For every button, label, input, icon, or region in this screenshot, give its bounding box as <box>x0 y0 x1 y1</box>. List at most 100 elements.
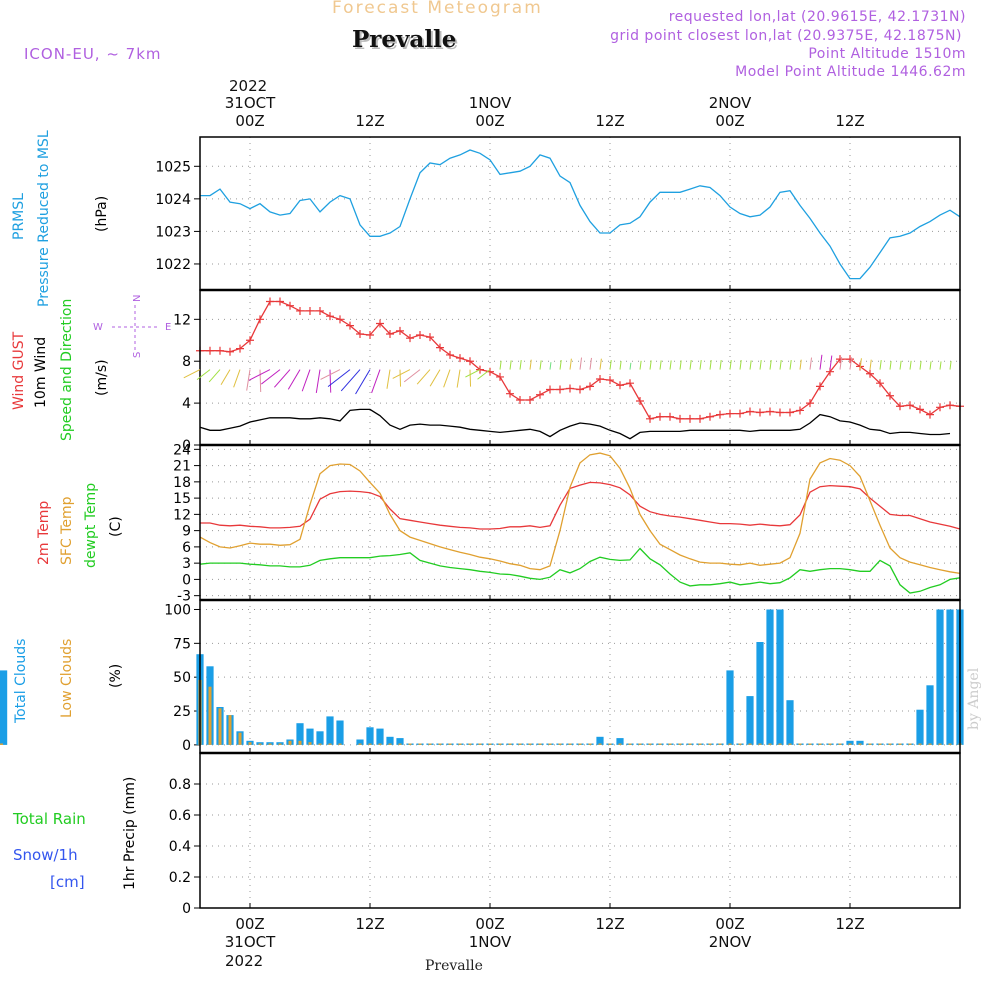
gust-point <box>536 390 544 399</box>
low-cloud-bar <box>248 742 252 745</box>
total-cloud-bar <box>336 720 344 745</box>
chart-title: Prevalle <box>352 26 457 53</box>
gust-point <box>816 382 824 391</box>
wind-arrow <box>386 369 391 389</box>
low-cloud-bar <box>458 743 462 745</box>
gust-point <box>276 297 284 306</box>
prmsl-label: PRMSL <box>11 193 27 240</box>
total-cloud-bar <box>856 740 864 745</box>
wind-arrow <box>609 360 612 370</box>
wind-arrow <box>233 369 241 388</box>
gust-point <box>206 346 214 355</box>
low-cloud-bar <box>0 743 3 745</box>
low-cloud-bar <box>238 732 242 745</box>
gust-point <box>876 379 884 388</box>
time-tick-label: 12Z <box>330 915 410 933</box>
wind-arrow <box>248 369 271 381</box>
wind-arrow <box>709 360 712 370</box>
wind-arrow <box>889 361 892 370</box>
wind-arrow <box>340 369 361 392</box>
gust-point <box>466 357 474 366</box>
gust-point <box>296 306 304 315</box>
compass: N S W E <box>93 295 171 358</box>
y-tick-label: 75 <box>173 636 191 652</box>
wind-arrow <box>274 369 291 388</box>
low-cloud-bar <box>748 743 752 745</box>
y-tick-label: 25 <box>173 704 191 720</box>
pressure-panel: 1022 1023 1024 1025 <box>155 136 961 291</box>
compass-north: N <box>132 295 143 302</box>
wind-arrow <box>619 361 622 370</box>
gust-point <box>786 408 794 417</box>
low-cloud-bar <box>568 743 572 745</box>
low-cloud-bar <box>448 743 452 745</box>
wind-arrow <box>839 356 843 370</box>
wind-arrow <box>416 369 431 385</box>
wind-arrow <box>649 360 652 370</box>
wind-arrow <box>849 357 853 370</box>
model-label: ICON-EU, ~ 7km <box>24 45 162 63</box>
time-tick-label: 1NOV 00Z <box>450 94 530 130</box>
time-tick-line2: 12Z <box>835 112 865 130</box>
cm-label: [cm] <box>50 873 85 891</box>
total-cloud-bar <box>0 670 8 745</box>
low-cloud-bar <box>498 743 502 745</box>
wind-arrow <box>443 369 451 388</box>
wind-arrow <box>403 369 421 383</box>
panel-frame <box>199 444 961 601</box>
low-cloud-bar <box>628 743 632 745</box>
total-cloud-bar <box>946 609 954 745</box>
total-cloud-bar <box>296 723 304 745</box>
low-cloud-bar <box>538 743 542 745</box>
y-tick-label: 0.8 <box>169 777 191 793</box>
y-tick-label: 0.2 <box>169 870 191 886</box>
gust-point <box>806 399 814 408</box>
wind-arrow <box>949 361 952 370</box>
gust-point <box>506 389 514 398</box>
gust-point <box>836 355 844 364</box>
ms-label: (m/s) <box>94 359 110 396</box>
gust-point <box>906 401 914 410</box>
wind-arrow <box>589 357 592 370</box>
wind-arrow <box>519 360 522 370</box>
gust-point <box>896 402 904 411</box>
low-cloud-bar <box>668 743 672 745</box>
total-rain-label: Total Rain <box>13 810 86 828</box>
total-cloud-bar <box>786 700 794 745</box>
wind-arrow <box>729 360 732 370</box>
wind-arrow <box>456 369 461 388</box>
gust-point <box>556 385 564 394</box>
low-cloud-bar <box>658 743 662 745</box>
low-cloud-bar <box>488 743 492 745</box>
y-tick-label: 3 <box>182 556 191 572</box>
y-tick-label: 21 <box>173 459 191 475</box>
low-cloud-bar <box>328 743 332 745</box>
low-cloud-bar <box>858 743 862 745</box>
wind-arrow <box>929 361 932 370</box>
wind-arrow <box>509 360 512 370</box>
time-tick-line1: 00Z <box>475 915 505 933</box>
wind-arrow <box>699 360 702 370</box>
low-cloud-bar <box>688 743 692 745</box>
time-tick-line1: 1NOV <box>468 94 512 112</box>
wind-arrow <box>789 360 792 370</box>
low-cloud-bar <box>278 743 282 745</box>
low-cloud-bar <box>438 743 442 745</box>
y-tick-label: 50 <box>173 670 191 686</box>
low-cloud-bar <box>718 743 722 745</box>
low-cloud-bar <box>798 743 802 745</box>
wind-arrow <box>329 369 332 393</box>
hpa-label: (hPa) <box>94 196 110 232</box>
y-tick-label: 1025 <box>155 159 191 175</box>
gust-point <box>716 410 724 419</box>
time-tick-label: 12Z <box>570 915 650 933</box>
pressure-line <box>200 149 961 280</box>
clouds-panel: 0 25 50 75 100 <box>0 599 964 754</box>
time-tick-label: 12Z <box>810 94 890 130</box>
gust-point <box>576 385 584 394</box>
low-cloud-bar <box>818 743 822 745</box>
low-cloud-bar <box>898 743 902 745</box>
low-cloud-bar <box>758 743 762 745</box>
wind-arrow <box>539 360 542 370</box>
